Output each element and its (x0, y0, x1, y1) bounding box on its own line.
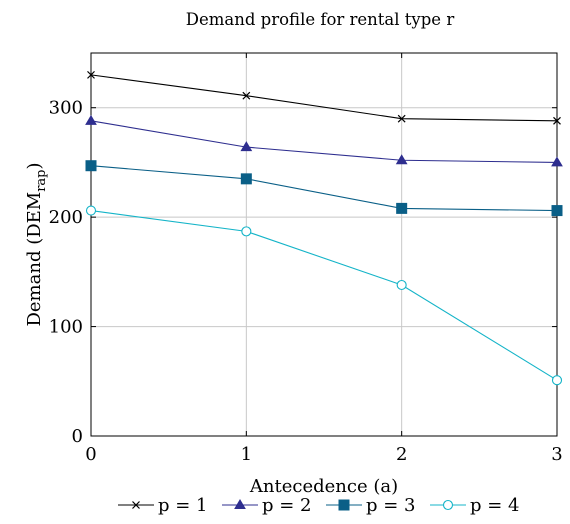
series-line (91, 166, 557, 211)
data-point (241, 174, 251, 184)
data-point (553, 376, 562, 385)
axis-ticks: 0 1 2 3 0 100 200 300 (49, 53, 563, 465)
series-p1 (88, 71, 561, 124)
y-axis-title-main: Demand (DEM (24, 192, 45, 327)
legend: p = 1 p = 2 p = 3 p = 4 (118, 495, 520, 516)
series-line (91, 211, 557, 381)
series-line (91, 75, 557, 121)
data-point (397, 203, 407, 213)
legend-item-p1: p = 1 (118, 495, 208, 516)
data-point (242, 227, 251, 236)
series-p4 (87, 206, 562, 385)
y-tick-label: 0 (72, 426, 83, 447)
x-tick-label: 1 (241, 444, 252, 465)
data-point (397, 280, 406, 289)
series-layer (86, 71, 562, 384)
y-axis-title-close: ) (24, 162, 45, 169)
data-point (552, 157, 562, 166)
y-tick-label: 300 (49, 98, 83, 119)
y-tick-label: 200 (49, 207, 83, 228)
y-axis-title-subscript: rap (34, 169, 49, 191)
x-tick-label: 0 (85, 444, 96, 465)
legend-marker (235, 500, 245, 509)
data-point (552, 206, 562, 216)
y-tick-label: 100 (49, 317, 83, 338)
x-tick-label: 3 (551, 444, 562, 465)
legend-marker (444, 501, 453, 510)
legend-item-p4: p = 4 (430, 495, 520, 516)
legend-item-p3: p = 3 (326, 495, 416, 516)
data-point (87, 206, 96, 215)
y-axis-title: Demand (DEMrap) (24, 162, 49, 326)
legend-marker (339, 500, 349, 510)
plot-area-frame (91, 53, 557, 436)
series-p3 (86, 161, 562, 216)
chart-title: Demand profile for rental type r (186, 10, 455, 29)
series-line (91, 121, 557, 163)
x-tick-label: 2 (396, 444, 407, 465)
legend-label: p = 3 (366, 495, 416, 516)
grid-lines (91, 53, 557, 436)
legend-item-p2: p = 2 (222, 495, 312, 516)
legend-label: p = 1 (158, 495, 208, 516)
series-p2 (86, 116, 562, 166)
data-point (86, 161, 96, 171)
legend-label: p = 4 (470, 495, 520, 516)
data-point (86, 116, 96, 125)
legend-label: p = 2 (262, 495, 312, 516)
x-axis-title: Antecedence (a) (249, 476, 398, 497)
